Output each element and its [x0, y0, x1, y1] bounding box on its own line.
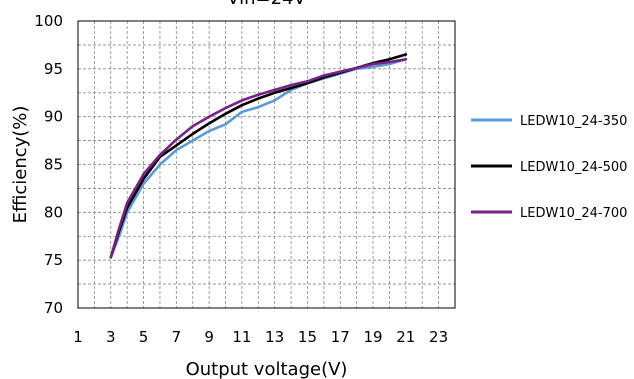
x-tick-labels: 1 3 5 7 9 11 13 15 17 19 21 23	[73, 328, 448, 346]
x-tick-label: 21	[396, 328, 415, 346]
x-tick-label: 11	[232, 328, 251, 346]
legend-label-3: LEDW10_24-700	[520, 206, 627, 221]
y-tick-label: 85	[44, 156, 63, 174]
y-tick-label: 95	[44, 60, 63, 78]
legend-label-2: LEDW10_24-500	[520, 160, 627, 175]
plot-area	[77, 20, 456, 309]
x-tick-label: 3	[106, 328, 116, 346]
y-tick-label: 100	[34, 12, 63, 30]
y-tick-label: 70	[44, 299, 63, 317]
x-tick-label: 15	[298, 328, 317, 346]
y-tick-labels: 70 75 80 85 90 95 100	[34, 12, 63, 317]
x-tick-label: 5	[139, 328, 149, 346]
x-tick-label: 1	[73, 328, 83, 346]
y-axis-title: Efficiency(%)	[10, 106, 31, 224]
legend-label-1: LEDW10_24-350	[520, 114, 627, 129]
x-tick-label: 19	[363, 328, 382, 346]
x-tick-label: 9	[204, 328, 214, 346]
x-tick-label: 17	[331, 328, 350, 346]
x-tick-label: 23	[429, 328, 448, 346]
grid-lines	[78, 21, 455, 308]
x-axis-title: Output voltage(V)	[186, 359, 348, 379]
x-tick-label: 7	[172, 328, 182, 346]
series-lines	[109, 53, 408, 259]
legend: LEDW10_24-350 LEDW10_24-500 LEDW10_24-700	[471, 114, 627, 221]
x-tick-label: 13	[265, 328, 284, 346]
y-tick-label: 80	[44, 203, 63, 221]
series-line-3	[109, 57, 408, 259]
y-tick-label: 75	[44, 251, 63, 269]
chart-title: Vin=24V	[227, 0, 306, 9]
y-tick-label: 90	[44, 108, 63, 126]
